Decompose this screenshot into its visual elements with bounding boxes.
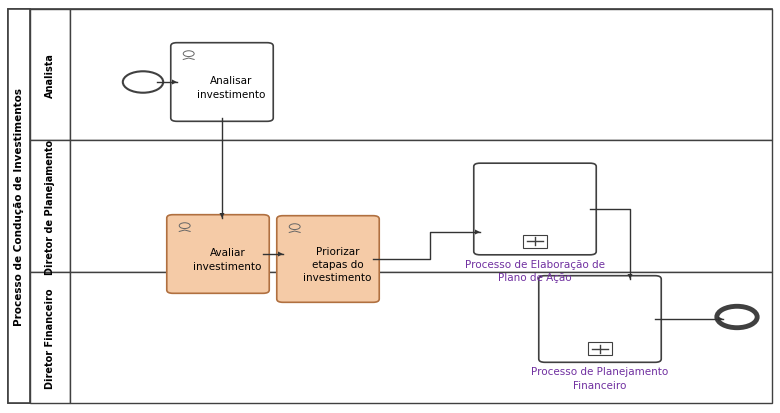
FancyBboxPatch shape bbox=[70, 141, 772, 272]
Text: Diretor de Planejamento: Diretor de Planejamento bbox=[45, 139, 55, 274]
Text: Processo de Condução de Investimentos: Processo de Condução de Investimentos bbox=[14, 88, 24, 325]
FancyBboxPatch shape bbox=[523, 235, 548, 248]
Circle shape bbox=[183, 52, 194, 57]
Text: Avaliar
investimento: Avaliar investimento bbox=[193, 248, 261, 271]
Circle shape bbox=[179, 223, 190, 229]
FancyBboxPatch shape bbox=[473, 164, 596, 255]
FancyBboxPatch shape bbox=[70, 10, 772, 141]
Text: Analisar
investimento: Analisar investimento bbox=[197, 76, 265, 100]
FancyBboxPatch shape bbox=[171, 44, 273, 122]
FancyBboxPatch shape bbox=[539, 276, 661, 363]
Text: Processo de Elaboração de
Plano de Ação: Processo de Elaboração de Plano de Ação bbox=[465, 259, 605, 282]
FancyBboxPatch shape bbox=[30, 141, 70, 272]
Text: Priorizar
etapas do
investimento: Priorizar etapas do investimento bbox=[303, 246, 371, 282]
Circle shape bbox=[289, 224, 300, 230]
FancyBboxPatch shape bbox=[70, 272, 772, 403]
FancyBboxPatch shape bbox=[8, 10, 772, 403]
Circle shape bbox=[717, 306, 757, 328]
FancyBboxPatch shape bbox=[30, 272, 70, 403]
Text: Processo de Planejamento
Financeiro: Processo de Planejamento Financeiro bbox=[531, 367, 668, 390]
Text: Analista: Analista bbox=[45, 53, 55, 98]
FancyBboxPatch shape bbox=[167, 215, 269, 294]
FancyBboxPatch shape bbox=[30, 10, 70, 141]
Circle shape bbox=[122, 72, 163, 93]
Text: Diretor Financeiro: Diretor Financeiro bbox=[45, 287, 55, 388]
FancyBboxPatch shape bbox=[587, 342, 612, 356]
FancyBboxPatch shape bbox=[8, 10, 30, 403]
FancyBboxPatch shape bbox=[277, 216, 379, 303]
